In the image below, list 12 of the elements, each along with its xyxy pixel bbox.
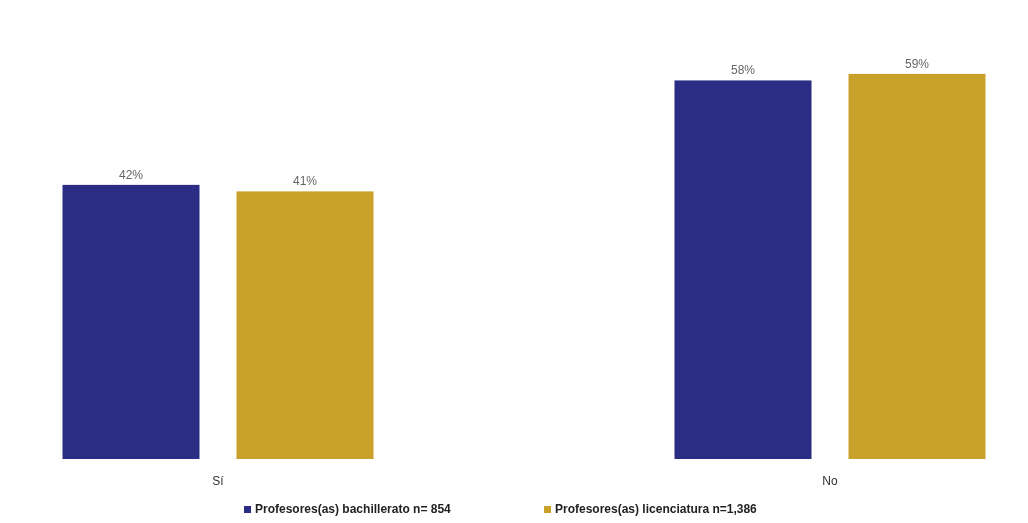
data-label: 58%: [730, 63, 756, 78]
bar: [674, 80, 812, 459]
x-tick-label: Sí: [212, 474, 225, 488]
bar: [62, 184, 200, 459]
legend-label: Profesores(as) licenciatura n=1,386: [555, 502, 758, 516]
data-label: 59%: [904, 56, 930, 71]
data-label: 42%: [118, 167, 144, 182]
data-label: 41%: [292, 174, 318, 189]
bar: [236, 191, 374, 459]
legend-label: Profesores(as) bachillerato n= 854: [255, 502, 452, 516]
x-tick-label: No: [822, 474, 838, 488]
bar: [848, 73, 986, 459]
